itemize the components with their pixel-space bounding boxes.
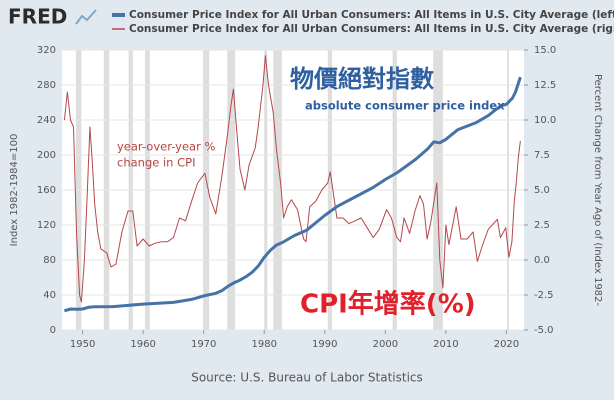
x-tick-label: 1980 (252, 339, 277, 350)
y2-tick-label: 0.0 (534, 255, 550, 266)
y2-tick-label: 15.0 (534, 45, 556, 56)
y-tick-label: 0 (50, 325, 56, 336)
x-tick-label: 2000 (373, 339, 398, 350)
series-line (63, 76, 522, 313)
y2-tick-label: 5.0 (534, 185, 550, 196)
y-tick-label: 320 (37, 45, 56, 56)
annotation: change in CPI (117, 156, 195, 170)
y2-axis-label: Percent Change from Year Ago of (Index 1… (592, 74, 603, 306)
y2-tick-label: 7.5 (534, 150, 550, 161)
y2-tick-label: 2.5 (534, 220, 550, 231)
series-line (63, 55, 521, 303)
y2-tick-label: -5.0 (534, 325, 554, 336)
y2-tick-label: 10.0 (534, 115, 556, 126)
legend-label: Consumer Price Index for All Urban Consu… (129, 9, 614, 21)
x-tick-label: 1970 (191, 339, 216, 350)
y-tick-label: 40 (43, 290, 56, 301)
y-tick-label: 280 (37, 80, 56, 91)
annotation: absolute consumer price index (305, 99, 505, 113)
annotation: CPI年增率(%) (300, 289, 476, 320)
x-tick-label: 1950 (70, 339, 95, 350)
y-tick-label: 240 (37, 115, 56, 126)
logo-icon (75, 9, 97, 25)
annotation: 物價絕對指數 (290, 65, 434, 93)
y-tick-label: 160 (37, 185, 56, 196)
y2-tick-label: -2.5 (534, 290, 554, 301)
annotation: year-over-year % (117, 140, 215, 154)
y-tick-label: 80 (43, 255, 56, 266)
x-tick-label: 2020 (494, 339, 519, 350)
y-tick-label: 120 (37, 220, 56, 231)
x-tick-label: 1960 (130, 339, 155, 350)
x-tick-label: 2010 (433, 339, 458, 350)
y-tick-label: 200 (37, 150, 56, 161)
y-axis-label: Index 1982-1984=100 (9, 134, 20, 247)
x-tick-label: 1990 (312, 339, 337, 350)
source: Source: U.S. Bureau of Labor Statistics (191, 371, 423, 385)
legend-label: Consumer Price Index for All Urban Consu… (129, 23, 614, 35)
logo: FRED (8, 5, 67, 29)
y2-tick-label: 12.5 (534, 80, 556, 91)
